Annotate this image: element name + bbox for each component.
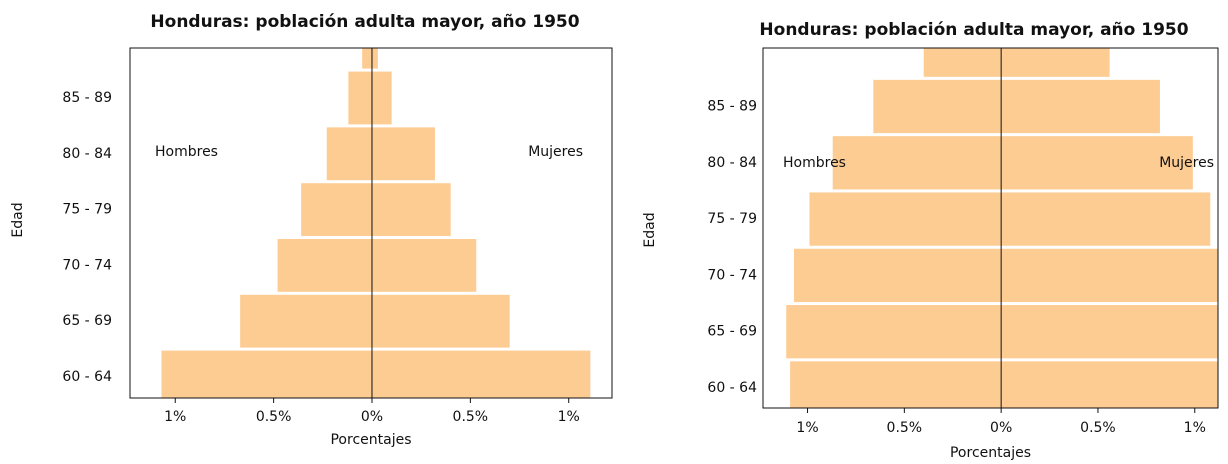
y-tick-label: 80 - 84 bbox=[62, 146, 112, 162]
chart-title: Honduras: población adulta mayor, año 19… bbox=[759, 20, 1188, 40]
bar bbox=[240, 294, 372, 348]
bar bbox=[790, 361, 1002, 408]
bar bbox=[1001, 248, 1218, 303]
x-tick-label: 1% bbox=[1184, 420, 1206, 436]
y-tick-label: 75 - 79 bbox=[62, 202, 112, 218]
plot-frame bbox=[129, 47, 613, 399]
bar bbox=[873, 79, 1002, 134]
bar bbox=[1001, 79, 1160, 134]
x-tick-label: 0.5% bbox=[887, 420, 923, 436]
y-axis-label: Edad bbox=[642, 212, 658, 247]
bar bbox=[371, 350, 591, 398]
bar bbox=[362, 48, 372, 69]
chart-title: Honduras: población adulta mayor, año 19… bbox=[150, 12, 579, 32]
x-tick-label: 0.5% bbox=[1080, 420, 1116, 436]
y-axis-label: Edad bbox=[10, 202, 26, 237]
y-tick-label: 65 - 69 bbox=[707, 324, 757, 340]
bar bbox=[1001, 48, 1110, 77]
bar bbox=[277, 239, 372, 292]
bar bbox=[793, 248, 1002, 303]
y-tick-label: 75 - 79 bbox=[707, 211, 757, 227]
x-tick-label: 1% bbox=[164, 409, 186, 425]
x-tick-label: 0.5% bbox=[453, 409, 489, 425]
x-tick-label: 0% bbox=[361, 409, 383, 425]
x-tick-label: 1% bbox=[558, 409, 580, 425]
bar bbox=[326, 127, 372, 181]
bar bbox=[1001, 136, 1193, 190]
bar bbox=[923, 48, 1002, 77]
bar bbox=[371, 294, 510, 348]
series-label: Hombres bbox=[155, 144, 218, 160]
bar bbox=[301, 183, 372, 236]
bar bbox=[371, 48, 378, 69]
bar bbox=[1001, 192, 1211, 246]
y-tick-label: 60 - 64 bbox=[62, 369, 112, 385]
bar bbox=[371, 239, 477, 292]
series-label: Mujeres bbox=[1159, 155, 1214, 171]
y-tick-label: 60 - 64 bbox=[707, 380, 757, 396]
x-tick-label: 0% bbox=[990, 420, 1012, 436]
y-tick-label: 65 - 69 bbox=[62, 313, 112, 329]
plot-frame bbox=[762, 47, 1219, 409]
x-tick-label: 1% bbox=[796, 420, 818, 436]
bar bbox=[832, 136, 1002, 190]
y-tick-label: 85 - 89 bbox=[707, 99, 757, 115]
bar bbox=[1001, 361, 1218, 408]
plot bbox=[786, 48, 1218, 408]
y-tick-label: 80 - 84 bbox=[707, 155, 757, 171]
bar bbox=[371, 183, 451, 236]
x-axis-label: Porcentajes bbox=[330, 432, 411, 448]
bar bbox=[1001, 305, 1218, 359]
plot bbox=[161, 48, 591, 398]
y-tick-label: 70 - 74 bbox=[707, 267, 757, 283]
bar bbox=[371, 127, 435, 181]
series-label: Hombres bbox=[783, 155, 846, 171]
bar bbox=[371, 71, 392, 125]
bar bbox=[786, 305, 1002, 359]
bar bbox=[348, 71, 372, 125]
bar bbox=[161, 350, 372, 398]
x-tick-label: 0.5% bbox=[256, 409, 292, 425]
x-axis-label: Porcentajes bbox=[950, 445, 1031, 461]
y-tick-label: 85 - 89 bbox=[62, 90, 112, 106]
y-tick-label: 70 - 74 bbox=[62, 257, 112, 273]
series-label: Mujeres bbox=[528, 144, 583, 160]
bar bbox=[809, 192, 1002, 246]
